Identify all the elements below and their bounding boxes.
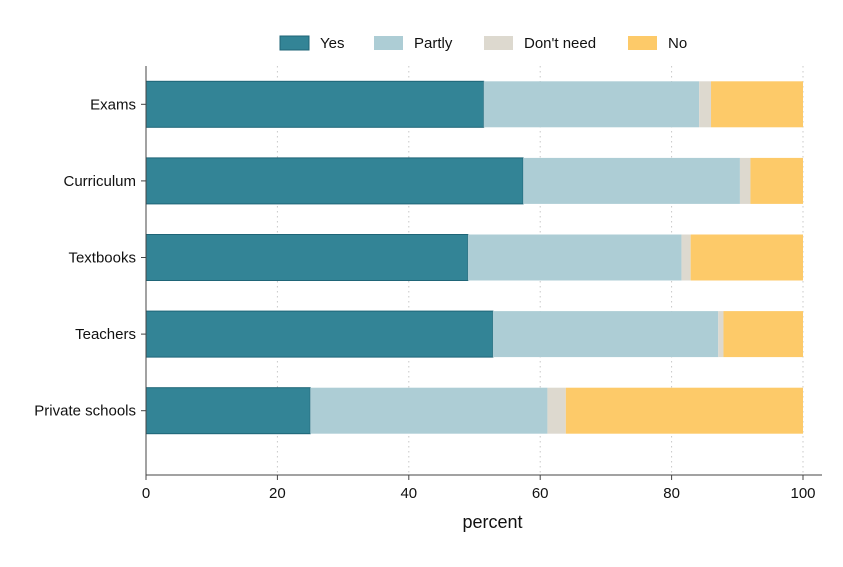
bar-curriculum-partly bbox=[523, 157, 740, 204]
bar-textbooks-don-t-need bbox=[681, 234, 691, 281]
x-tick-label-40: 40 bbox=[400, 485, 417, 502]
bar-textbooks-partly bbox=[467, 234, 682, 281]
bar-teachers-partly bbox=[492, 311, 719, 358]
x-axis-title: percent bbox=[462, 512, 522, 532]
x-tick-label-100: 100 bbox=[790, 485, 815, 502]
bar-curriculum-yes bbox=[145, 157, 524, 205]
bar-private-schools-no bbox=[565, 387, 803, 434]
legend-swatch-partly bbox=[374, 36, 403, 50]
bar-curriculum-no bbox=[750, 157, 803, 204]
legend-swatch-no bbox=[628, 36, 657, 50]
legend-label-yes: Yes bbox=[320, 35, 344, 52]
bar-teachers-don-t-need bbox=[718, 311, 724, 358]
legend: Yes Partly Don't need No bbox=[279, 35, 687, 52]
legend-label-no: No bbox=[668, 35, 687, 52]
bar-exams-don-t-need bbox=[699, 81, 712, 128]
category-label-curriculum: Curriculum bbox=[63, 173, 136, 190]
category-label-exams: Exams bbox=[90, 96, 136, 113]
bar-exams-yes bbox=[145, 80, 485, 128]
bars bbox=[145, 80, 803, 435]
bar-teachers-no bbox=[723, 311, 803, 358]
bar-teachers-yes bbox=[145, 310, 494, 358]
bar-textbooks-no bbox=[690, 234, 803, 281]
legend-label-don-t-need: Don't need bbox=[524, 35, 596, 52]
legend-label-partly: Partly bbox=[414, 35, 453, 52]
legend-swatch-yes bbox=[279, 35, 310, 51]
x-tick-label-20: 20 bbox=[269, 485, 286, 502]
bar-exams-no bbox=[711, 81, 803, 128]
bar-private-schools-yes bbox=[145, 387, 311, 435]
axes bbox=[141, 66, 822, 480]
bar-curriculum-don-t-need bbox=[739, 157, 751, 204]
category-label-teachers: Teachers bbox=[75, 326, 136, 343]
x-tick-label-80: 80 bbox=[663, 485, 680, 502]
x-tick-label-60: 60 bbox=[532, 485, 549, 502]
labels: Exams Curriculum Textbooks Teachers Private … bbox=[34, 96, 815, 532]
category-label-textbooks: Textbooks bbox=[68, 250, 136, 267]
bar-private-schools-don-t-need bbox=[547, 387, 566, 434]
bar-textbooks-yes bbox=[145, 234, 469, 281]
x-tick-label-0: 0 bbox=[142, 485, 150, 502]
category-label-private-schools: Private schools bbox=[34, 403, 136, 420]
bar-private-schools-partly bbox=[310, 387, 548, 434]
bar-exams-partly bbox=[483, 81, 700, 128]
legend-swatch-don-t-need bbox=[484, 36, 513, 50]
